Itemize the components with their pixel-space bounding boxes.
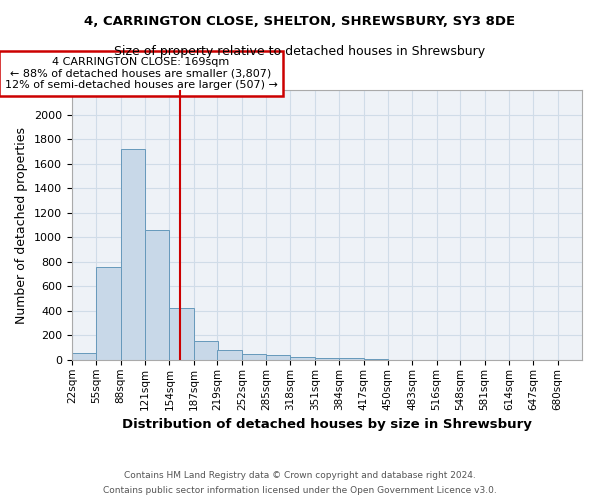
Text: 4, CARRINGTON CLOSE, SHELTON, SHREWSBURY, SY3 8DE: 4, CARRINGTON CLOSE, SHELTON, SHREWSBURY… [85, 15, 515, 28]
Bar [121, 149, 145, 360]
Bar [194, 341, 218, 360]
Bar [72, 352, 97, 360]
Text: Contains HM Land Registry data © Crown copyright and database right 2024.: Contains HM Land Registry data © Crown c… [124, 471, 476, 480]
Bar [169, 308, 194, 360]
Bar [290, 357, 315, 360]
Bar [266, 355, 290, 360]
Bar [217, 350, 242, 360]
Text: Contains public sector information licensed under the Open Government Licence v3: Contains public sector information licen… [103, 486, 497, 495]
Bar [339, 358, 364, 360]
Bar [145, 230, 169, 360]
X-axis label: Distribution of detached houses by size in Shrewsbury: Distribution of detached houses by size … [122, 418, 532, 431]
Bar [242, 354, 266, 360]
Bar [315, 358, 339, 360]
Y-axis label: Number of detached properties: Number of detached properties [16, 126, 28, 324]
Text: 4 CARRINGTON CLOSE: 169sqm
← 88% of detached houses are smaller (3,807)
12% of s: 4 CARRINGTON CLOSE: 169sqm ← 88% of deta… [5, 57, 277, 90]
Bar [97, 266, 121, 360]
Text: Size of property relative to detached houses in Shrewsbury: Size of property relative to detached ho… [115, 45, 485, 58]
